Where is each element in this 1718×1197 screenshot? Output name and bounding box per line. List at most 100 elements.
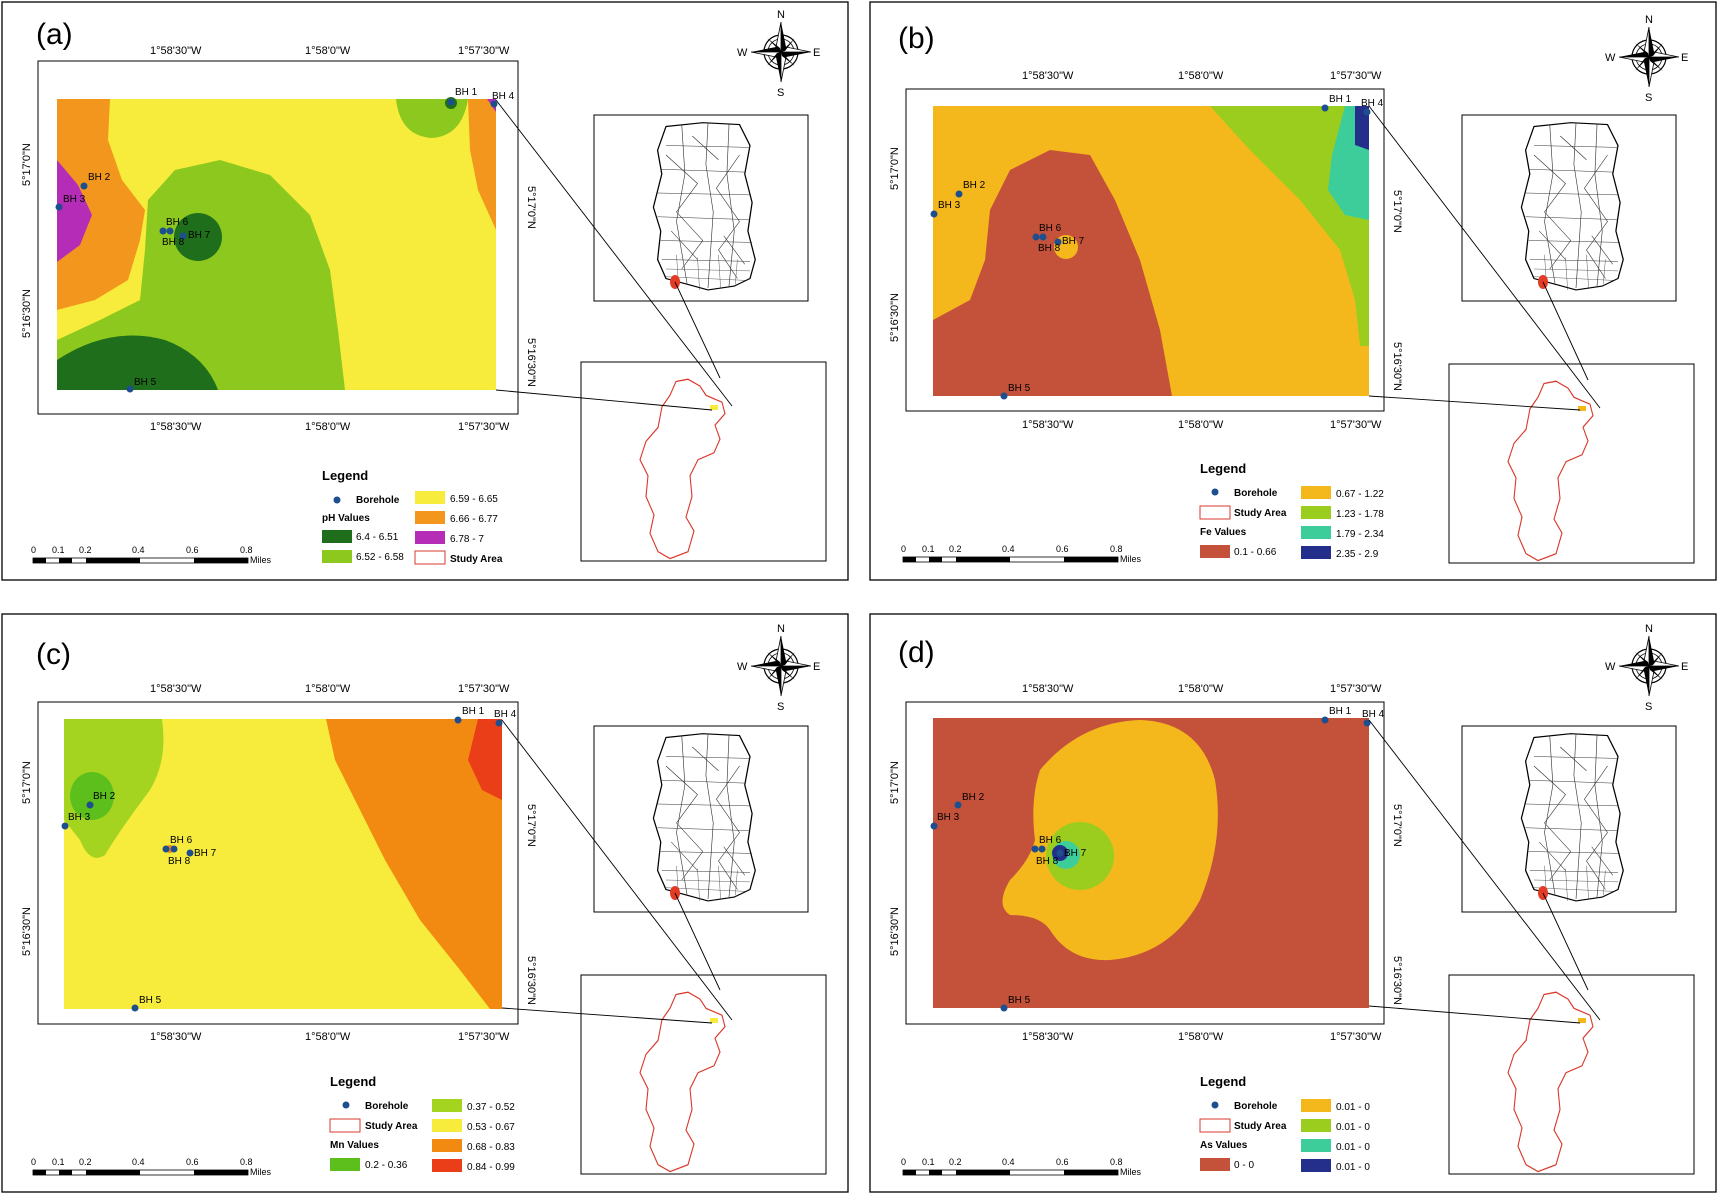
scale-tick: 0 bbox=[901, 544, 906, 554]
borehole-marker bbox=[1056, 849, 1064, 857]
legend-values-title: Mn Values bbox=[330, 1140, 379, 1151]
scale-tick: 0.2 bbox=[79, 545, 92, 555]
bottom-tick: 1°58'30"W bbox=[1022, 419, 1074, 431]
scale-unit: Miles bbox=[1120, 554, 1142, 564]
right-tick: 5°16'30"N bbox=[1391, 956, 1403, 1005]
borehole-label: BH 5 bbox=[1008, 995, 1031, 1006]
left-tick: 5°16'30"N bbox=[889, 293, 901, 342]
legend: Legend Borehole Study Area Fe Values 0.1… bbox=[1199, 461, 1384, 560]
zone-mn-0.68-0.83 bbox=[326, 719, 502, 1009]
legend-swatch bbox=[415, 511, 445, 524]
panel-label: (d) bbox=[898, 636, 935, 669]
legend-class-label: 0.01 - 0 bbox=[1336, 1122, 1370, 1133]
legend-class-label: 0.84 - 0.99 bbox=[467, 1162, 515, 1173]
legend-class-label: 0 - 0 bbox=[1234, 1160, 1254, 1171]
legend-swatch bbox=[1301, 506, 1331, 519]
borehole-label: BH 2 bbox=[963, 180, 986, 191]
borehole-label: BH 4 bbox=[494, 709, 517, 720]
compass-n: N bbox=[1645, 623, 1653, 635]
scale-tick: 0.6 bbox=[186, 545, 199, 555]
borehole-label: BH 4 bbox=[1362, 709, 1385, 720]
legend-swatch bbox=[432, 1139, 462, 1152]
panel-c: (c) 1°58'30"W 1°58'0"W 1°57'30"W 1°58'30… bbox=[1, 613, 849, 1193]
borehole-marker bbox=[162, 845, 170, 853]
borehole-marker bbox=[930, 210, 938, 218]
connector-line bbox=[1368, 719, 1601, 1021]
borehole-marker bbox=[1038, 845, 1046, 853]
borehole-marker bbox=[1039, 233, 1047, 241]
compass-w: W bbox=[737, 47, 748, 59]
graticule-labels: 1°58'30"W 1°58'0"W 1°57'30"W 1°58'30"W 1… bbox=[889, 70, 1403, 431]
borehole-marker bbox=[495, 719, 503, 727]
legend-title: Legend bbox=[322, 468, 368, 483]
north-arrow: N S E W bbox=[737, 9, 820, 99]
legend-class-label: 0.53 - 0.67 bbox=[467, 1122, 515, 1133]
borehole-label: BH 2 bbox=[88, 172, 111, 183]
study-area-inset bbox=[1448, 363, 1695, 564]
borehole-label: BH 1 bbox=[1329, 706, 1352, 717]
connector-line bbox=[1368, 395, 1581, 411]
legend-borehole-symbol bbox=[1211, 1101, 1219, 1109]
legend-borehole-label: Borehole bbox=[356, 495, 400, 506]
scale-tick: 0 bbox=[31, 545, 36, 555]
zone-as-0.01-0-a bbox=[1002, 720, 1218, 961]
borehole-marker bbox=[55, 203, 63, 211]
legend-swatch bbox=[432, 1119, 462, 1132]
connector-line bbox=[1542, 281, 1589, 381]
legend-swatch bbox=[330, 1158, 360, 1171]
legend-title: Legend bbox=[1200, 1074, 1246, 1089]
scale-tick: 0.8 bbox=[1110, 544, 1123, 554]
north-arrow: N S E W bbox=[737, 623, 820, 713]
legend-swatch bbox=[415, 531, 445, 544]
legend-values-title: pH Values bbox=[322, 513, 370, 524]
compass-e: E bbox=[1681, 52, 1688, 64]
top-tick: 1°58'30"W bbox=[150, 683, 202, 695]
top-tick: 1°58'30"W bbox=[150, 45, 202, 57]
connector-line bbox=[1368, 1005, 1581, 1024]
scale-bar: 0 0.1 0.2 0.4 0.6 0.8 Miles bbox=[901, 544, 1142, 564]
borehole-marker bbox=[930, 822, 938, 830]
top-tick: 1°57'30"W bbox=[1330, 683, 1382, 695]
scale-tick: 0.6 bbox=[1056, 1157, 1069, 1167]
legend: Legend Borehole Study Area Mn Values 0.2… bbox=[329, 1074, 515, 1173]
borehole-label: BH 5 bbox=[1008, 383, 1031, 394]
borehole-label: BH 6 bbox=[170, 835, 193, 846]
compass-n: N bbox=[777, 9, 785, 21]
borehole-label: BH 4 bbox=[492, 91, 515, 102]
scale-tick: 0.8 bbox=[240, 1157, 253, 1167]
zone-ph-6.66-6.77-east bbox=[468, 99, 496, 230]
connector-line bbox=[674, 892, 721, 991]
legend-swatch bbox=[415, 491, 445, 504]
zone-fe-1.23-1.78 bbox=[1210, 106, 1369, 346]
borehole-marker bbox=[454, 716, 462, 724]
borehole-marker bbox=[1031, 845, 1039, 853]
legend-study-area-label: Study Area bbox=[1234, 1121, 1287, 1132]
legend-study-area-symbol bbox=[414, 550, 446, 565]
graticule-labels: 1°58'30"W 1°58'0"W 1°57'30"W 1°58'30"W 1… bbox=[21, 683, 537, 1043]
borehole-marker bbox=[159, 227, 167, 235]
borehole-marker bbox=[186, 849, 194, 857]
connector-line bbox=[674, 281, 721, 379]
legend-swatch bbox=[432, 1099, 462, 1112]
connector-line bbox=[501, 719, 733, 1021]
bottom-tick: 1°58'0"W bbox=[1178, 1031, 1224, 1043]
legend-class-label: 1.23 - 1.78 bbox=[1336, 509, 1384, 520]
legend-title: Legend bbox=[330, 1074, 376, 1089]
legend-class-label: 1.79 - 2.34 bbox=[1336, 529, 1384, 540]
top-tick: 1°58'0"W bbox=[305, 683, 351, 695]
zone-as-0.01-0-b bbox=[1046, 822, 1114, 890]
borehole-label: BH 6 bbox=[166, 217, 189, 228]
scale-tick: 0.8 bbox=[1110, 1157, 1123, 1167]
borehole-marker bbox=[490, 100, 498, 108]
compass-e: E bbox=[813, 47, 820, 59]
right-tick: 5°16'30"N bbox=[525, 338, 537, 387]
interpolation-surface bbox=[57, 97, 496, 390]
bottom-tick: 1°58'0"W bbox=[305, 1031, 351, 1043]
borehole-label: BH 1 bbox=[462, 706, 485, 717]
left-tick: 5°16'30"N bbox=[889, 907, 901, 956]
borehole-marker bbox=[447, 98, 455, 106]
scale-unit: Miles bbox=[250, 1167, 272, 1177]
borehole-marker bbox=[955, 190, 963, 198]
top-tick: 1°57'30"W bbox=[1330, 70, 1382, 82]
top-tick: 1°58'0"W bbox=[1178, 70, 1224, 82]
